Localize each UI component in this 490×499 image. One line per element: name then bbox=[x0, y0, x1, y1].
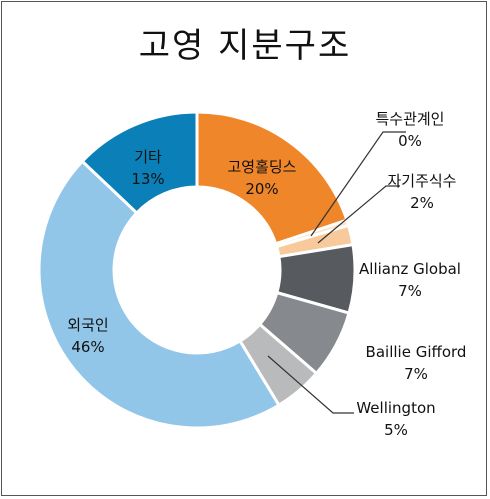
value-label-외국인: 46% bbox=[71, 338, 104, 356]
value-label-baillie-gifford: 7% bbox=[404, 365, 428, 383]
label-특수관계인: 특수관계인 bbox=[375, 110, 444, 128]
leader-line-wellington bbox=[267, 355, 354, 414]
value-label-고영홀딩스: 20% bbox=[245, 180, 278, 198]
label-allianz-global: Allianz Global bbox=[359, 260, 461, 278]
label-wellington: Wellington bbox=[356, 399, 435, 417]
value-label-기타: 13% bbox=[131, 170, 164, 188]
value-label-wellington: 5% bbox=[384, 421, 408, 439]
leader-line-특수관계인 bbox=[310, 131, 406, 237]
leader-line-자기주식수 bbox=[317, 185, 400, 244]
label-기타: 기타 bbox=[134, 148, 162, 166]
value-label-자기주식수: 2% bbox=[410, 194, 434, 212]
label-외국인: 외국인 bbox=[67, 316, 108, 334]
chart-title: 고영 지분구조 bbox=[138, 26, 352, 66]
slice-기타 bbox=[80, 110, 199, 216]
label-자기주식수: 자기주식수 bbox=[387, 172, 456, 190]
label-고영홀딩스: 고영홀딩스 bbox=[227, 158, 296, 176]
label-baillie-gifford: Baillie Gifford bbox=[366, 343, 467, 361]
slice-고영홀딩스 bbox=[195, 110, 349, 246]
value-label-allianz-global: 7% bbox=[398, 282, 422, 300]
value-label-특수관계인: 0% bbox=[398, 132, 422, 150]
slice-외국인 bbox=[37, 159, 281, 430]
